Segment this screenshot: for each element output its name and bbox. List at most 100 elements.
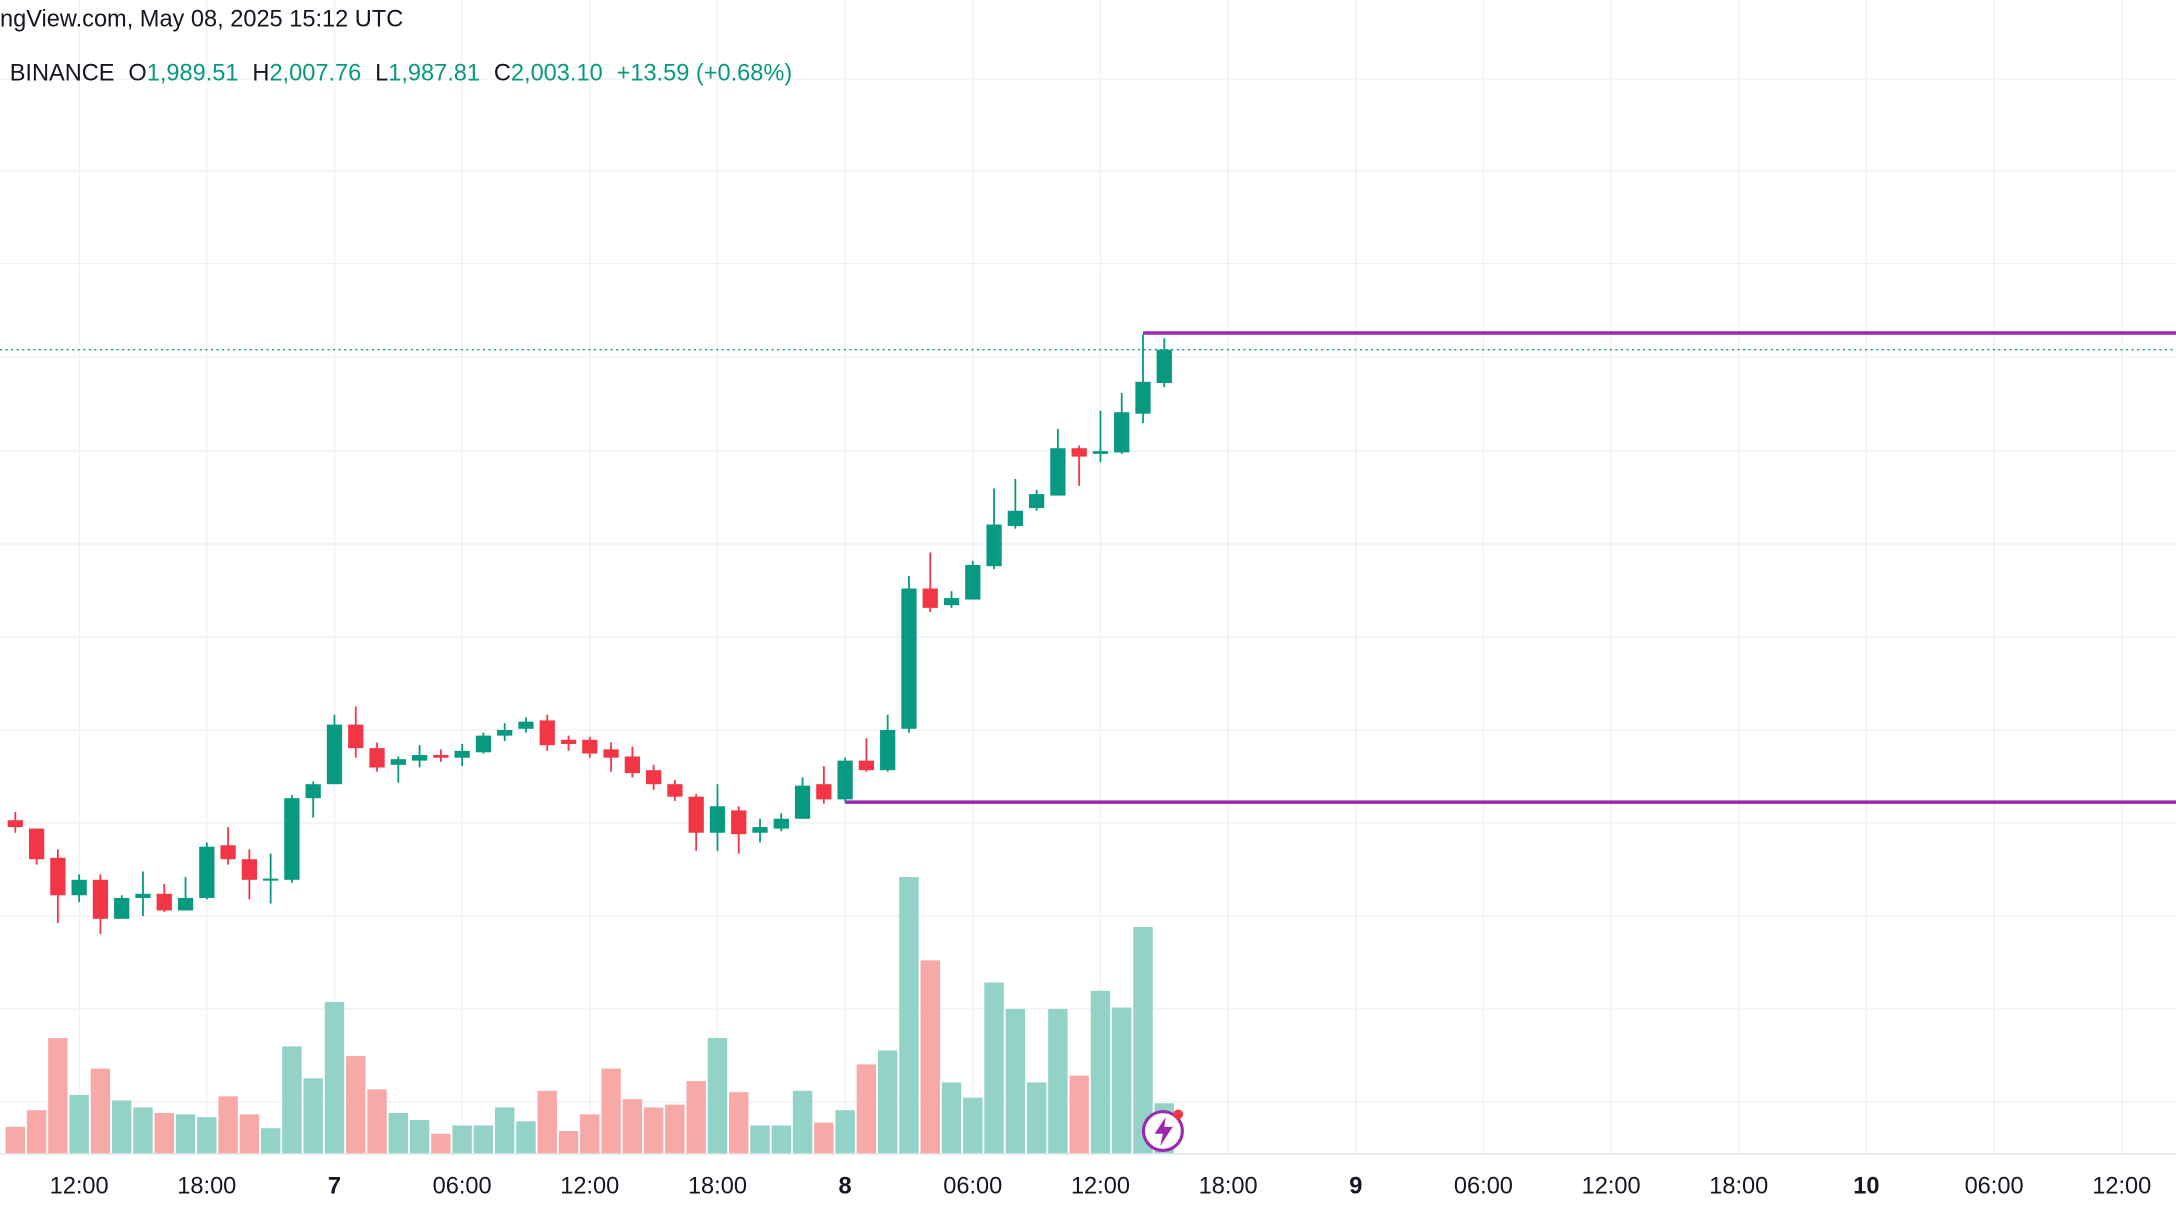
- candle-body: [816, 784, 832, 800]
- candle-body: [1050, 448, 1066, 496]
- volume-bar: [1112, 1007, 1132, 1154]
- grid: [0, 78, 2176, 1103]
- alert-icon[interactable]: [1141, 1109, 1184, 1152]
- volume-bar: [856, 1064, 877, 1154]
- candle-body: [773, 818, 789, 829]
- volume-bar: [1005, 1008, 1026, 1154]
- x-tick-label: 12:00: [560, 1172, 619, 1198]
- volume-bar: [750, 1125, 770, 1154]
- volume-bar: [346, 1056, 366, 1154]
- candle-body: [1071, 448, 1087, 457]
- volume-bar: [707, 1038, 728, 1154]
- candle-body: [199, 846, 215, 898]
- candle-body: [688, 796, 704, 833]
- volume-bar: [1048, 1008, 1068, 1154]
- volume-bar: [920, 960, 940, 1154]
- volume-bar: [771, 1125, 792, 1154]
- candle-body: [1114, 412, 1130, 453]
- volume-bar: [367, 1089, 387, 1154]
- candle-body: [454, 750, 470, 758]
- open-key: O: [128, 59, 146, 85]
- volume-bar: [984, 982, 1004, 1154]
- volume-bar: [303, 1078, 323, 1154]
- volume-bar: [26, 1110, 47, 1154]
- candle-body: [433, 755, 449, 758]
- candle-body: [390, 759, 406, 765]
- x-tick-label: 12:00: [1071, 1172, 1130, 1198]
- x-tick-label: 12:00: [1582, 1172, 1641, 1198]
- candle-body: [305, 784, 321, 799]
- volume-bar: [792, 1090, 813, 1154]
- candle-body: [284, 798, 300, 880]
- candle-body: [220, 845, 236, 860]
- candle-body: [497, 729, 513, 736]
- candle-body: [135, 893, 151, 898]
- volume-bar: [580, 1114, 600, 1154]
- volume-bar: [1133, 927, 1153, 1154]
- x-tick-label: 10: [1853, 1172, 1879, 1198]
- x-tick-label: 06:00: [943, 1172, 1002, 1198]
- candle-body: [965, 564, 981, 600]
- candle-body: [369, 748, 385, 768]
- legend: BINANCE O1,989.51 H2,007.76 L1,987.81 C2,003…: [10, 59, 793, 85]
- close-key: C: [494, 59, 511, 85]
- x-tick-label: 18:00: [1709, 1172, 1768, 1198]
- candle-body: [837, 760, 853, 800]
- open-value: 1,989.51: [147, 59, 239, 85]
- volume-bar: [260, 1128, 281, 1154]
- volume-bar: [963, 1097, 983, 1154]
- close-value: 2,003.10: [511, 59, 603, 85]
- candle-body: [943, 598, 960, 606]
- volume-bar: [282, 1046, 302, 1154]
- candle-body: [348, 724, 364, 749]
- volume-bar: [452, 1125, 472, 1154]
- high-key: H: [252, 59, 269, 85]
- volume-bar: [48, 1038, 68, 1154]
- x-tick-label: 12:00: [50, 1172, 109, 1198]
- volume-bar: [516, 1121, 536, 1154]
- volume-bar: [324, 1001, 345, 1154]
- candle-body: [1156, 349, 1172, 383]
- candle-body: [411, 755, 428, 761]
- candle-body: [858, 760, 875, 771]
- candle-body: [582, 739, 598, 754]
- volume-bar: [388, 1112, 409, 1154]
- candle-body: [177, 897, 194, 911]
- volume-bar: [473, 1125, 494, 1154]
- volume-bar: [835, 1110, 855, 1154]
- candle-body: [731, 810, 747, 835]
- x-tick-label: 06:00: [433, 1172, 492, 1198]
- source-text: ngView.com, May 08, 2025 15:12 UTC: [0, 5, 403, 31]
- candle-body: [560, 739, 577, 744]
- candle-body: [1092, 451, 1109, 454]
- volume-bar: [729, 1092, 749, 1154]
- x-tick-label: 06:00: [1965, 1172, 2024, 1198]
- x-tick-label: 12:00: [2092, 1172, 2151, 1198]
- volume-bar: [494, 1107, 515, 1154]
- volume-bar: [686, 1081, 706, 1154]
- volume-bar: [814, 1122, 834, 1154]
- x-tick-label: 9: [1349, 1172, 1362, 1198]
- candle-body: [986, 524, 1002, 567]
- x-tick-label: 18:00: [177, 1172, 236, 1198]
- volume-bar: [643, 1107, 664, 1154]
- volume-bar: [622, 1099, 643, 1154]
- volume-bar: [5, 1126, 26, 1154]
- candle-body: [71, 879, 87, 896]
- candle-body: [1028, 494, 1045, 509]
- candle-body: [156, 893, 172, 911]
- volume-bar: [1026, 1082, 1047, 1154]
- volume-bar: [537, 1090, 557, 1154]
- icon-dot: [1173, 1109, 1184, 1120]
- volume-bar: [90, 1068, 111, 1154]
- exchange: BINANCE: [10, 59, 115, 85]
- volume-bar: [601, 1068, 621, 1154]
- candle-body: [475, 735, 492, 753]
- volume-bar: [899, 877, 919, 1154]
- volume-bar: [1069, 1075, 1089, 1154]
- candle-body: [28, 828, 45, 860]
- x-tick-label: 18:00: [688, 1172, 747, 1198]
- x-tick-label: 8: [839, 1172, 852, 1198]
- volume-bar: [197, 1117, 217, 1154]
